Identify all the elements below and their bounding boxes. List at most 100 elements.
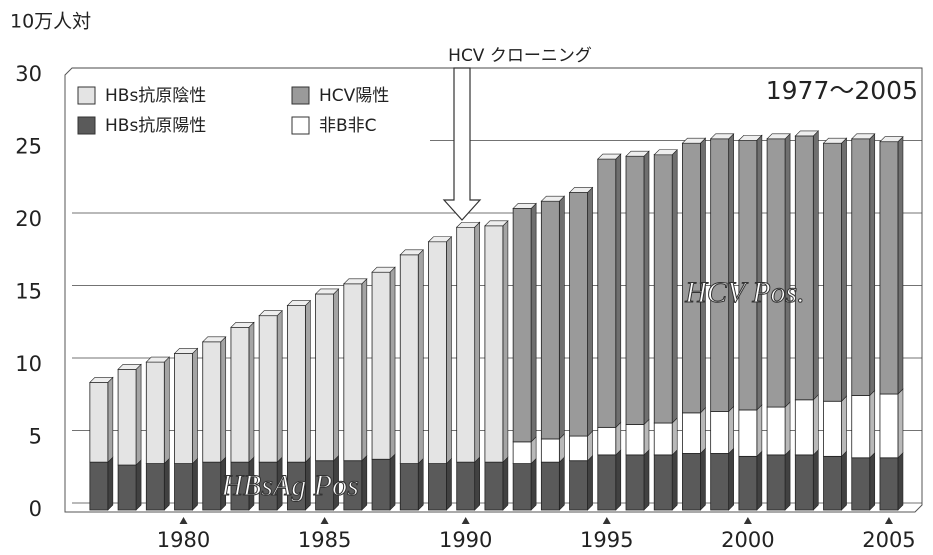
bar-side — [700, 407, 706, 455]
bar-top — [709, 133, 735, 140]
bar-segment — [484, 225, 504, 463]
annotation: HBsAg Pos — [220, 469, 359, 502]
bar-segment — [851, 395, 871, 459]
anno-bg — [440, 45, 600, 67]
bar-side — [417, 457, 424, 511]
y-axis-label: 10万人対 — [10, 11, 91, 33]
bar-segment — [766, 454, 786, 511]
bar-top — [879, 136, 904, 142]
bar-side — [615, 421, 622, 456]
bar-side — [587, 186, 593, 437]
bar-side — [728, 405, 734, 455]
legend-label: HBs抗原陰性 — [105, 86, 206, 106]
bar-side — [163, 457, 170, 511]
bar-segment — [794, 135, 814, 401]
bar-segment — [597, 426, 617, 456]
legend-swatch — [77, 86, 96, 105]
bar-side — [417, 249, 424, 465]
bar-side — [643, 449, 650, 511]
bar-segment — [540, 438, 560, 463]
bar-segment — [117, 464, 137, 511]
bar-side — [530, 457, 537, 511]
bar-side — [869, 389, 876, 459]
bar-side — [813, 394, 819, 456]
annotation: HCV Pos. — [684, 276, 804, 309]
bar-side — [305, 299, 311, 463]
bar-side — [389, 453, 396, 511]
bar-segment — [766, 138, 786, 408]
bar-side — [897, 452, 904, 511]
bar-side — [841, 450, 847, 511]
bar-segment — [174, 352, 193, 464]
bar-segment — [371, 458, 391, 511]
bar-side — [841, 137, 847, 402]
bar-side — [784, 449, 791, 511]
bar-side — [361, 278, 368, 462]
bar-side — [615, 153, 622, 429]
bar-segment — [456, 226, 476, 463]
bar-side — [784, 133, 791, 408]
bar-top — [484, 220, 509, 227]
bar-side — [813, 449, 819, 511]
bar-segment — [569, 460, 588, 511]
bar-top — [427, 236, 453, 243]
legend-swatch — [291, 116, 310, 135]
bar-segment — [738, 409, 758, 457]
bar-segment — [823, 142, 842, 402]
bar-segment — [399, 463, 419, 511]
bar-side — [559, 195, 565, 440]
x-tick-mark — [461, 517, 470, 524]
bar-side — [220, 336, 227, 463]
bar-side — [728, 447, 734, 511]
bar-top — [794, 130, 820, 137]
legend-swatch — [77, 116, 96, 135]
bar-side — [643, 150, 650, 426]
bar-top — [455, 221, 481, 228]
bar-side — [897, 135, 904, 395]
bar-side — [671, 149, 678, 424]
bar-side — [389, 266, 396, 460]
bar-segment — [512, 463, 532, 511]
bar-side — [361, 454, 368, 511]
bar-segment — [653, 454, 673, 511]
bar-top — [371, 266, 396, 273]
bar-side — [135, 363, 142, 466]
x-tick-mark — [320, 517, 329, 524]
bar-segment — [286, 305, 306, 463]
bar-side — [756, 134, 763, 411]
x-tick-label: 1990 — [439, 528, 492, 552]
bar-side — [446, 236, 452, 465]
bar-side — [192, 347, 198, 465]
legend-bg — [70, 80, 430, 142]
bar-side — [615, 449, 622, 511]
x-tick-label: 2005 — [862, 528, 915, 552]
bar-side — [333, 288, 339, 462]
bar-segment — [823, 455, 842, 511]
bar-segment — [823, 400, 842, 457]
y-tick-label: 25 — [15, 135, 42, 159]
bar-side — [869, 452, 876, 511]
bar-top — [653, 149, 678, 156]
bar-segment — [794, 454, 814, 511]
x-tick-mark — [743, 517, 752, 524]
bar-segment — [145, 463, 165, 511]
bar-segment — [879, 393, 899, 459]
y-tick-label: 20 — [15, 207, 42, 231]
bar-top — [258, 310, 283, 317]
bar-side — [671, 417, 678, 456]
bar-segment — [540, 200, 560, 440]
bar-segment — [89, 461, 109, 511]
bar-side — [756, 450, 763, 511]
bar-segment — [625, 424, 645, 456]
bar-segment — [682, 412, 701, 454]
bar-side — [728, 133, 734, 413]
bar-segment — [879, 457, 899, 511]
bar-top — [117, 364, 142, 370]
bar-top — [512, 203, 537, 209]
x-tick-mark — [179, 517, 188, 524]
bar-segment — [202, 461, 222, 511]
x-tick-label: 1995 — [580, 528, 633, 552]
bar-segment — [766, 406, 786, 456]
bar-segment — [89, 381, 109, 463]
